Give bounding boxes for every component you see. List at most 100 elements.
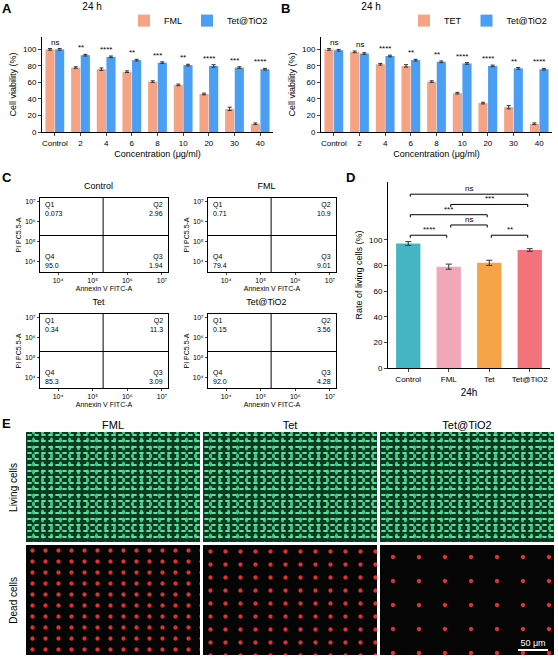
- svg-text:****: ****: [203, 54, 215, 63]
- svg-text:Annexin V FITC-A: Annexin V FITC-A: [76, 401, 133, 408]
- svg-text:****: ****: [482, 54, 494, 63]
- svg-text:ns: ns: [330, 38, 338, 47]
- svg-text:ns: ns: [465, 184, 473, 193]
- svg-text:10⁵: 10⁵: [25, 354, 36, 361]
- svg-text:Q31.94: Q31.94: [149, 253, 163, 269]
- svg-text:10⁵: 10⁵: [193, 238, 204, 245]
- svg-text:10⁴: 10⁴: [53, 393, 64, 400]
- svg-text:**: **: [78, 43, 84, 52]
- svg-text:10⁵: 10⁵: [87, 277, 98, 284]
- svg-text:***: ***: [153, 51, 162, 60]
- svg-text:Q211.3: Q211.3: [150, 317, 163, 333]
- svg-text:****: ****: [379, 44, 391, 53]
- svg-text:0: 0: [378, 364, 383, 373]
- svg-text:Q33.09: Q33.09: [149, 369, 163, 385]
- svg-text:Tet@TiO2: Tet@TiO2: [507, 16, 547, 26]
- svg-text:Q22.96: Q22.96: [149, 201, 163, 217]
- svg-text:Q485.3: Q485.3: [45, 369, 59, 385]
- svg-text:Tet: Tet: [92, 298, 105, 307]
- svg-text:24 h: 24 h: [82, 1, 101, 12]
- svg-text:Concentration (μg/ml): Concentration (μg/ml): [393, 149, 480, 159]
- svg-text:0: 0: [311, 128, 316, 137]
- svg-text:***: ***: [230, 56, 239, 65]
- svg-text:10⁶: 10⁶: [25, 334, 36, 341]
- svg-text:10⁷: 10⁷: [25, 314, 36, 321]
- svg-text:Q10.073: Q10.073: [45, 201, 63, 217]
- svg-text:10⁴: 10⁴: [53, 277, 64, 284]
- svg-text:10⁵: 10⁵: [25, 238, 36, 245]
- svg-text:10: 10: [179, 139, 188, 148]
- svg-text:20: 20: [306, 111, 315, 120]
- svg-text:Tet@TiO2: Tet@TiO2: [246, 298, 286, 307]
- svg-text:10⁵: 10⁵: [255, 277, 266, 284]
- svg-text:PI PC5.5-A: PI PC5.5-A: [15, 333, 22, 368]
- svg-text:10⁷: 10⁷: [193, 314, 204, 321]
- svg-text:20: 20: [373, 338, 382, 347]
- svg-text:Q10.34: Q10.34: [45, 317, 59, 333]
- svg-text:10⁶: 10⁶: [25, 218, 36, 225]
- svg-text:Annexin V FITC-A: Annexin V FITC-A: [244, 401, 301, 408]
- svg-text:60: 60: [306, 78, 315, 87]
- svg-text:10⁶: 10⁶: [290, 393, 301, 400]
- svg-text:Rate of living cells (%): Rate of living cells (%): [354, 230, 364, 319]
- svg-text:10⁶: 10⁶: [290, 277, 301, 284]
- svg-text:10⁷: 10⁷: [25, 198, 36, 205]
- svg-text:**: **: [180, 53, 186, 62]
- svg-text:40: 40: [535, 139, 544, 148]
- svg-text:8: 8: [155, 139, 160, 148]
- svg-text:Annexin V FITC-A: Annexin V FITC-A: [76, 285, 133, 292]
- svg-text:40: 40: [27, 95, 36, 104]
- svg-text:ns: ns: [356, 40, 364, 49]
- svg-text:**: **: [129, 48, 135, 57]
- svg-text:100: 100: [23, 45, 37, 54]
- svg-text:***: ***: [485, 194, 494, 203]
- svg-text:24 h: 24 h: [361, 1, 380, 12]
- svg-text:10⁵: 10⁵: [87, 393, 98, 400]
- svg-text:**: **: [511, 57, 517, 66]
- svg-text:10⁴: 10⁴: [193, 374, 204, 381]
- svg-text:10⁴: 10⁴: [25, 374, 36, 381]
- svg-text:6: 6: [409, 139, 414, 148]
- svg-text:100: 100: [302, 45, 316, 54]
- svg-text:6: 6: [130, 139, 135, 148]
- svg-text:10⁴: 10⁴: [221, 277, 232, 284]
- svg-text:Cell viability (%): Cell viability (%): [287, 52, 297, 116]
- svg-text:40: 40: [373, 312, 382, 321]
- svg-text:10⁷: 10⁷: [157, 393, 168, 400]
- svg-text:Q479.4: Q479.4: [213, 253, 227, 269]
- svg-text:PI PC5.5-A: PI PC5.5-A: [15, 217, 22, 252]
- svg-text:Tet@TiO2: Tet@TiO2: [227, 16, 267, 26]
- svg-text:20: 20: [483, 139, 492, 148]
- svg-text:Q492.0: Q492.0: [213, 369, 227, 385]
- svg-text:60: 60: [27, 78, 36, 87]
- svg-text:Q10.71: Q10.71: [213, 201, 227, 217]
- svg-text:80: 80: [27, 62, 36, 71]
- svg-text:40: 40: [256, 139, 265, 148]
- svg-text:Control: Control: [321, 139, 347, 148]
- svg-text:40: 40: [306, 95, 315, 104]
- svg-text:10⁷: 10⁷: [325, 277, 336, 284]
- svg-text:PI PC5.5-A: PI PC5.5-A: [183, 217, 190, 252]
- svg-text:2: 2: [357, 139, 362, 148]
- svg-text:****: ****: [100, 45, 112, 54]
- svg-text:4: 4: [104, 139, 109, 148]
- svg-text:10⁶: 10⁶: [193, 218, 204, 225]
- svg-text:10⁴: 10⁴: [25, 258, 36, 265]
- svg-text:FML: FML: [164, 16, 182, 26]
- svg-text:2: 2: [78, 139, 83, 148]
- svg-text:**: **: [434, 50, 440, 59]
- svg-text:10⁶: 10⁶: [122, 277, 133, 284]
- svg-text:Q495.0: Q495.0: [45, 253, 59, 269]
- svg-text:20: 20: [27, 111, 36, 120]
- svg-text:****: ****: [533, 57, 545, 66]
- svg-text:Q23.56: Q23.56: [317, 317, 331, 333]
- svg-text:10⁴: 10⁴: [221, 393, 232, 400]
- svg-text:****: ****: [456, 52, 468, 61]
- svg-text:PI PC5.5-A: PI PC5.5-A: [183, 333, 190, 368]
- svg-text:30: 30: [509, 139, 518, 148]
- svg-text:60: 60: [373, 287, 382, 296]
- svg-text:8: 8: [434, 139, 439, 148]
- svg-text:ns: ns: [465, 215, 473, 224]
- svg-text:20: 20: [204, 139, 213, 148]
- svg-text:0: 0: [32, 128, 37, 137]
